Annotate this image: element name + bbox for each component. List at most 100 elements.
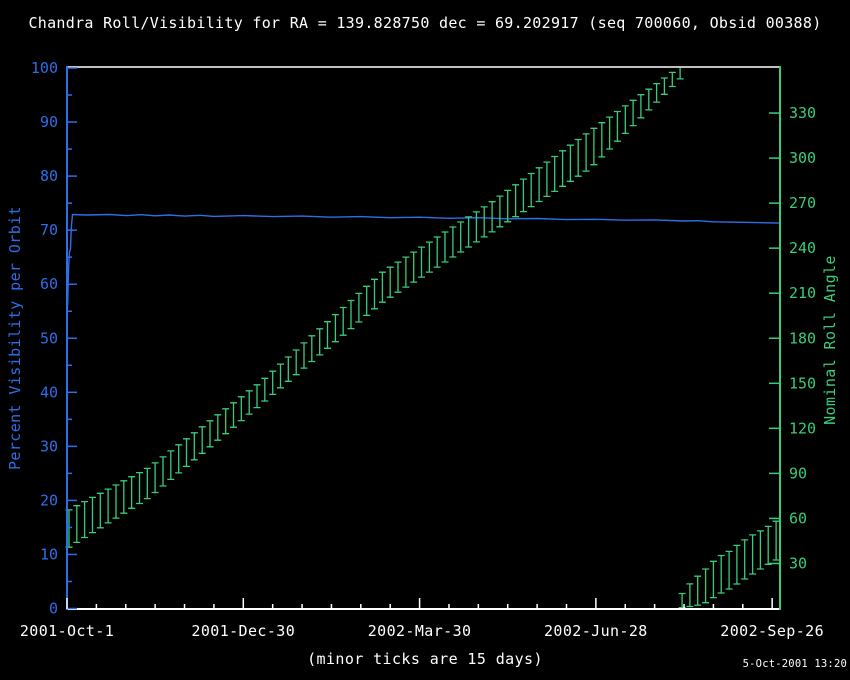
x-axis-tick-label: 2002-Sep-26 [720, 622, 824, 640]
roll-error-bar [480, 206, 488, 238]
roll-error-bar [457, 221, 465, 253]
roll-error-bar [613, 110, 621, 142]
roll-error-bar [300, 342, 308, 369]
roll-error-bar [702, 568, 710, 604]
roll-error-bar [668, 71, 676, 88]
roll-error-bar [284, 356, 292, 382]
roll-error-bar [324, 321, 331, 349]
roll-error-bar [308, 335, 316, 363]
roll-error-bar [410, 251, 418, 283]
roll-error-bar [371, 278, 378, 310]
roll-error-bar [425, 241, 433, 273]
roll-error-bar [230, 402, 237, 428]
roll-error-bar [402, 256, 410, 288]
roll-error-bar [653, 82, 661, 103]
roll-error-bar [621, 105, 629, 135]
roll-error-bar [764, 525, 772, 565]
roll-error-bar [756, 530, 764, 570]
roll-error-bar [175, 444, 183, 474]
roll-error-bar [394, 261, 402, 293]
right-axis-tick-label: 270 [789, 194, 816, 212]
roll-error-bar [598, 122, 606, 158]
left-axis-tick-label: 60 [40, 275, 58, 293]
roll-error-bar [441, 231, 449, 263]
roll-error-bar [676, 68, 684, 80]
roll-error-bar [660, 77, 668, 95]
roll-error-bar [316, 328, 324, 356]
roll-error-bar [143, 467, 151, 500]
roll-error-bar [551, 155, 559, 193]
left-axis-tick-label: 10 [40, 545, 58, 563]
roll-error-bar [772, 520, 780, 561]
roll-error-bar [112, 484, 120, 519]
left-axis-tick-label: 80 [40, 167, 58, 185]
roll-error-bar [167, 450, 175, 481]
left-axis-tick-label: 40 [40, 383, 58, 401]
left-axis-tick-label: 70 [40, 221, 58, 239]
left-axis-tick-label: 0 [49, 600, 58, 618]
roll-error-bar [496, 195, 504, 228]
roll-error-bar [386, 266, 394, 298]
left-axis-tick-label: 90 [40, 113, 58, 131]
right-axis-tick-label: 210 [789, 284, 816, 302]
roll-error-bar [81, 500, 89, 539]
roll-error-bar [527, 172, 535, 208]
roll-error-bar [206, 420, 214, 448]
right-axis-tick-label: 30 [789, 554, 807, 572]
right-axis-tick-label: 120 [789, 419, 816, 437]
roll-error-bar [535, 167, 543, 203]
roll-error-bar [472, 211, 480, 243]
left-axis-tick-label: 50 [40, 329, 58, 347]
right-axis-tick-label: 60 [789, 509, 807, 527]
roll-error-bar [559, 150, 567, 187]
right-axis-tick-label: 300 [789, 149, 816, 167]
right-axis-tick-label: 180 [789, 329, 816, 347]
roll-error-bar [128, 476, 136, 509]
roll-error-bar [96, 492, 104, 529]
roll-error-bar [73, 505, 81, 544]
roll-error-bar [261, 377, 269, 402]
roll-error-bar [363, 285, 371, 317]
roll-error-bar [686, 583, 694, 608]
roll-error-bar [629, 99, 637, 127]
left-axis-tick-label: 20 [40, 491, 58, 509]
roll-error-bar [733, 544, 741, 585]
roll-error-bar [465, 216, 473, 248]
roll-error-bar [151, 462, 159, 494]
roll-error-bar [566, 144, 574, 182]
roll-error-bar [355, 292, 363, 323]
roll-error-bar [253, 384, 261, 409]
roll-error-bar [331, 313, 339, 343]
roll-error-bar [237, 396, 245, 422]
roll-error-bar [89, 496, 96, 534]
roll-error-bar [104, 488, 112, 524]
left-axis-tick-label: 30 [40, 437, 58, 455]
generation-timestamp: 5-Oct-2001 13:20 [742, 658, 847, 670]
roll-error-bar [245, 390, 253, 415]
x-axis-note: (minor ticks are 15 days) [307, 650, 543, 668]
x-axis-tick-label: 2002-Mar-30 [368, 622, 472, 640]
roll-error-bar [277, 363, 284, 389]
roll-error-bar [136, 471, 143, 505]
roll-error-bar [543, 161, 551, 198]
roll-error-bar [504, 189, 512, 223]
roll-error-bar [590, 127, 598, 166]
roll-error-bar [574, 138, 582, 177]
roll-error-bar [120, 480, 128, 514]
roll-error-bar [198, 426, 206, 454]
roll-error-bar [183, 438, 190, 468]
right-axis-tick-label: 240 [789, 239, 816, 257]
roll-error-bar [488, 201, 496, 233]
roll-error-bar [645, 88, 653, 111]
roll-error-bar [449, 226, 457, 258]
roll-error-bar [378, 271, 386, 303]
x-axis-tick-label: 2001-Oct-1 [20, 622, 114, 640]
roll-error-bar [582, 133, 590, 172]
roll-error-bar [717, 554, 725, 594]
roll-error-bar [512, 184, 520, 218]
roll-error-bar [741, 539, 749, 580]
roll-error-bar [190, 432, 198, 461]
right-axis-tick-label: 150 [789, 374, 816, 392]
